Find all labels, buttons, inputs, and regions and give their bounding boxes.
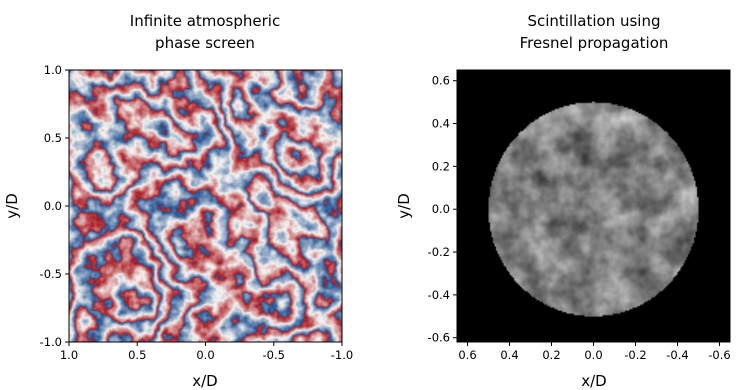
right-x-tick-label: -0.6	[708, 348, 730, 362]
right-x-tick-label: 0.6	[458, 348, 476, 362]
left-y-ticks: 1.0 0.5 0.0 -0.5 -1.0	[40, 63, 69, 349]
right-y-tick-label: 0.0	[432, 202, 450, 216]
right-y-ticks: 0.6 0.4 0.2 0.0 -0.2 -0.4 -0.6	[428, 74, 457, 345]
right-y-tick-label: -0.2	[428, 245, 450, 259]
left-y-tick-label: 0.0	[44, 199, 62, 213]
right-x-label: x/D	[581, 372, 606, 390]
left-x-tick-label: 1.0	[60, 348, 78, 362]
right-x-tick-label: 0.2	[542, 348, 560, 362]
left-x-tick-label: -1.0	[331, 348, 353, 362]
left-panel: Infinite atmospheric phase screen 1.0 0.5…	[3, 12, 353, 390]
right-y-tick-label: 0.2	[432, 159, 450, 173]
left-x-tick-label: -0.5	[263, 348, 285, 362]
right-panel: Scintillation using Fresnel propagation …	[395, 12, 731, 390]
left-title-line-2: phase screen	[155, 34, 255, 52]
right-x-tick-label: -0.2	[624, 348, 646, 362]
left-x-ticks: 1.0 0.5 0.0 -0.5 -1.0	[60, 342, 353, 362]
right-title-line-2: Fresnel propagation	[520, 34, 669, 52]
left-y-tick-label: 0.5	[44, 131, 62, 145]
right-y-label: y/D	[395, 193, 413, 218]
left-y-tick-label: -0.5	[40, 267, 62, 281]
right-x-tick-label: 0.0	[584, 348, 602, 362]
right-y-tick-label: 0.6	[432, 74, 450, 88]
left-x-label: x/D	[192, 372, 217, 390]
right-y-tick-label: 0.4	[432, 117, 450, 131]
left-title-line-1: Infinite atmospheric	[130, 12, 280, 30]
right-x-tick-label: -0.4	[666, 348, 688, 362]
right-y-tick-label: -0.6	[428, 331, 450, 345]
left-y-tick-label: 1.0	[44, 63, 62, 77]
phase-screen-heatmap	[69, 70, 342, 342]
right-x-ticks: 0.6 0.4 0.2 0.0 -0.2 -0.4 -0.6	[458, 342, 731, 362]
left-y-tick-label: -1.0	[40, 335, 62, 349]
right-y-tick-label: -0.4	[428, 288, 450, 302]
left-x-tick-label: 0.0	[196, 348, 214, 362]
right-x-tick-label: 0.4	[500, 348, 518, 362]
left-x-tick-label: 0.5	[128, 348, 146, 362]
scintillation-image	[457, 70, 730, 342]
right-title-line-1: Scintillation using	[527, 12, 660, 30]
left-y-label: y/D	[3, 193, 21, 218]
